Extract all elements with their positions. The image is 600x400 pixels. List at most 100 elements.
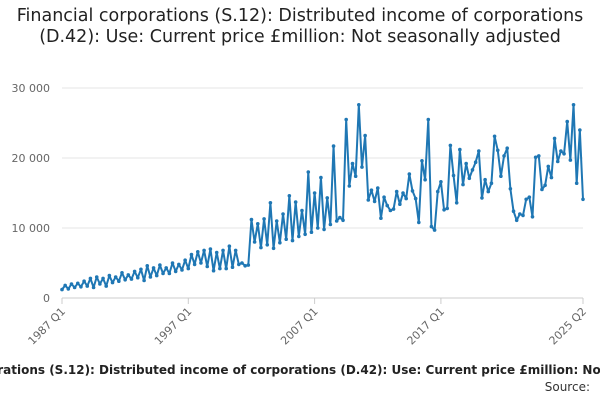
data-point[interactable] xyxy=(423,177,427,182)
data-point[interactable] xyxy=(129,277,134,281)
data-point[interactable] xyxy=(502,154,506,158)
data-point[interactable] xyxy=(85,284,90,288)
data-point[interactable] xyxy=(82,279,86,284)
data-point[interactable] xyxy=(555,159,560,164)
data-point[interactable] xyxy=(562,152,566,156)
data-point[interactable] xyxy=(192,262,197,267)
data-point[interactable] xyxy=(148,275,153,279)
data-point[interactable] xyxy=(338,215,342,220)
data-point[interactable] xyxy=(451,173,456,178)
data-point[interactable] xyxy=(322,227,326,232)
data-point[interactable] xyxy=(410,189,415,193)
data-point[interactable] xyxy=(413,196,418,201)
data-point[interactable] xyxy=(252,240,257,244)
data-point[interactable] xyxy=(581,197,585,202)
data-point[interactable] xyxy=(334,219,339,223)
data-point[interactable] xyxy=(135,275,140,280)
data-point[interactable] xyxy=(170,261,175,265)
data-point[interactable] xyxy=(565,119,570,124)
data-point[interactable] xyxy=(385,203,390,208)
data-point[interactable] xyxy=(214,250,219,255)
data-point[interactable] xyxy=(123,278,127,282)
data-point[interactable] xyxy=(60,287,64,292)
data-point[interactable] xyxy=(180,268,184,272)
data-point[interactable] xyxy=(480,196,484,200)
data-point[interactable] xyxy=(363,133,367,138)
data-point[interactable] xyxy=(306,170,311,174)
data-point[interactable] xyxy=(574,181,579,185)
data-point[interactable] xyxy=(167,271,172,276)
data-point[interactable] xyxy=(255,222,260,226)
data-point[interactable] xyxy=(420,159,424,163)
data-point[interactable] xyxy=(274,219,279,223)
data-point[interactable] xyxy=(382,195,386,199)
data-point[interactable] xyxy=(154,273,159,278)
data-point[interactable] xyxy=(202,248,206,253)
data-point[interactable] xyxy=(568,158,573,162)
data-point[interactable] xyxy=(240,261,244,265)
data-point[interactable] xyxy=(439,180,443,184)
data-point[interactable] xyxy=(366,198,371,202)
data-point[interactable] xyxy=(536,154,541,158)
data-point[interactable] xyxy=(230,265,235,270)
data-point[interactable] xyxy=(429,224,434,229)
data-point[interactable] xyxy=(417,220,421,225)
data-point[interactable] xyxy=(195,250,200,254)
data-point[interactable] xyxy=(549,175,554,180)
data-point[interactable] xyxy=(458,147,462,152)
data-point[interactable] xyxy=(360,165,364,169)
series-group[interactable] xyxy=(60,103,585,292)
data-point[interactable] xyxy=(341,218,345,223)
data-point[interactable] xyxy=(454,201,459,205)
data-point[interactable] xyxy=(249,217,254,222)
data-point[interactable] xyxy=(319,175,323,180)
data-point[interactable] xyxy=(113,275,118,279)
data-point[interactable] xyxy=(508,187,513,191)
data-point[interactable] xyxy=(211,268,216,273)
data-point[interactable] xyxy=(499,174,503,178)
data-point[interactable] xyxy=(297,234,301,239)
data-point[interactable] xyxy=(461,182,465,187)
data-point[interactable] xyxy=(489,181,494,185)
data-point[interactable] xyxy=(391,207,396,211)
data-point[interactable] xyxy=(315,226,320,230)
data-point[interactable] xyxy=(79,285,83,289)
data-point[interactable] xyxy=(432,228,437,232)
data-point[interactable] xyxy=(66,287,71,291)
data-point[interactable] xyxy=(483,177,487,182)
data-point[interactable] xyxy=(521,213,525,218)
data-point[interactable] xyxy=(259,245,263,250)
data-point[interactable] xyxy=(262,217,266,221)
data-point[interactable] xyxy=(357,103,361,107)
data-point[interactable] xyxy=(328,222,333,227)
data-point[interactable] xyxy=(145,264,150,268)
data-point[interactable] xyxy=(398,202,402,206)
data-point[interactable] xyxy=(530,215,535,219)
data-point[interactable] xyxy=(227,244,232,248)
data-point[interactable] xyxy=(552,136,557,141)
data-point[interactable] xyxy=(243,264,247,268)
data-point[interactable] xyxy=(101,276,105,281)
data-point[interactable] xyxy=(303,232,307,237)
data-point[interactable] xyxy=(139,267,143,272)
data-point[interactable] xyxy=(183,258,187,263)
data-point[interactable] xyxy=(63,283,67,288)
data-point[interactable] xyxy=(104,284,109,288)
data-point[interactable] xyxy=(524,197,528,202)
data-point[interactable] xyxy=(309,230,314,234)
data-point[interactable] xyxy=(161,271,165,276)
data-point[interactable] xyxy=(426,117,431,122)
data-point[interactable] xyxy=(221,248,225,253)
data-point[interactable] xyxy=(218,266,222,271)
data-point[interactable] xyxy=(353,174,358,178)
data-point[interactable] xyxy=(233,248,238,253)
data-point[interactable] xyxy=(388,208,393,213)
data-point[interactable] xyxy=(445,206,450,211)
data-point[interactable] xyxy=(495,148,500,153)
data-point[interactable] xyxy=(126,273,131,277)
data-point[interactable] xyxy=(284,237,288,241)
data-point[interactable] xyxy=(331,144,336,148)
data-point[interactable] xyxy=(110,280,115,285)
data-point[interactable] xyxy=(527,195,532,199)
data-point[interactable] xyxy=(492,134,497,139)
